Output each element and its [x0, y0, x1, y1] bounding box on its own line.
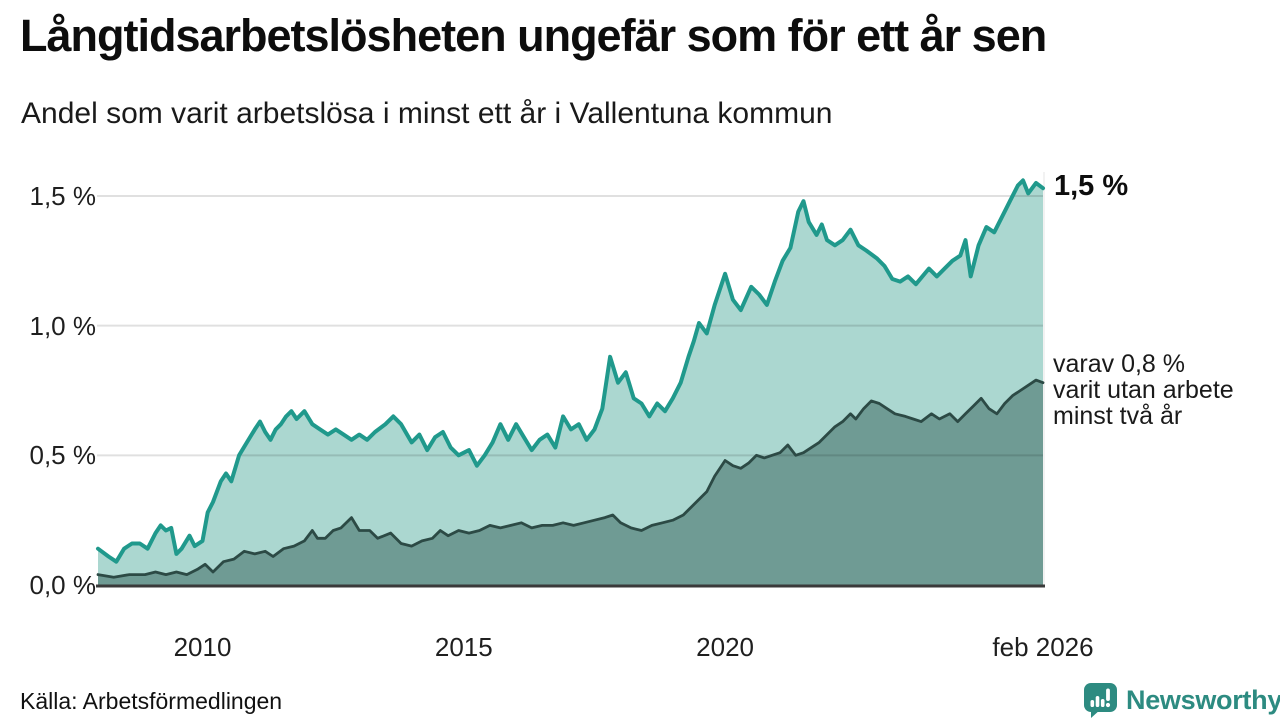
chart-title: Långtidsarbetslösheten ungefär som för e…: [20, 10, 1047, 61]
newsworthy-logo: Newsworthy: [1083, 681, 1280, 719]
newsworthy-logo-text: Newsworthy: [1126, 685, 1280, 715]
annotation-line-3: minst två år: [1053, 402, 1183, 430]
secondary-series-annotation: varav 0,8 % varit utan arbete minst två …: [1053, 351, 1234, 429]
newsworthy-logo-icon: [1084, 682, 1117, 718]
latest-value-label: 1,5 %: [1054, 170, 1129, 202]
chart-subtitle: Andel som varit arbetslösa i minst ett å…: [21, 97, 833, 130]
series-2yr-area: [98, 380, 1043, 585]
series-2yr-line: [96, 378, 1045, 579]
series-1yr-line: [96, 178, 1045, 564]
annotation-line-2: varit utan arbete: [1053, 376, 1234, 404]
source-credit: Källa: Arbetsförmedlingen: [20, 688, 283, 714]
annotation-line-1: varav 0,8 %: [1053, 350, 1186, 378]
